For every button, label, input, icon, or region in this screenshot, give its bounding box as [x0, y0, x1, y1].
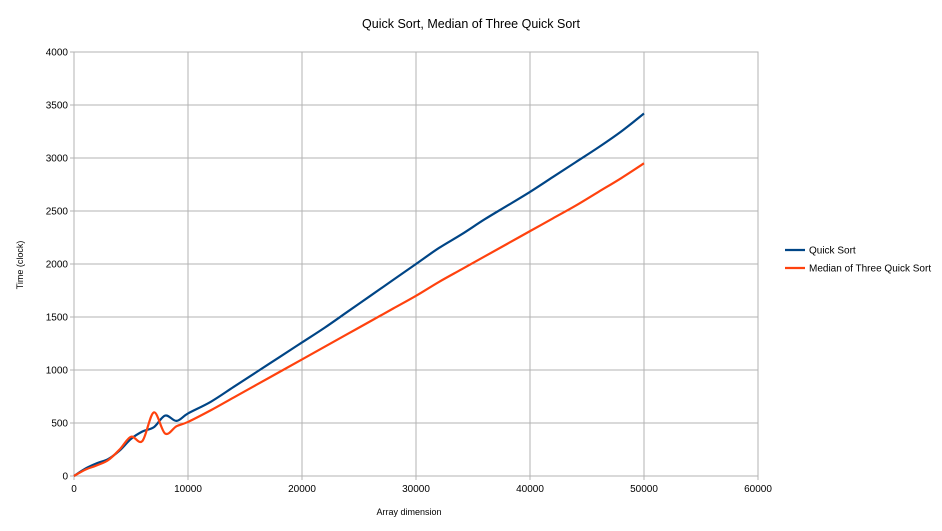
chart-title: Quick Sort, Median of Three Quick Sort	[362, 17, 580, 31]
x-tick-label: 30000	[402, 484, 430, 495]
legend: Quick Sort Median of Three Quick Sort	[785, 246, 931, 275]
y-axis-label: Time (clock)	[15, 241, 25, 290]
series-line-1	[73, 162, 645, 477]
y-tick-label: 3500	[46, 101, 69, 112]
y-tick-label: 0	[62, 472, 68, 483]
x-tick-label: 0	[71, 484, 77, 495]
x-tick-label: 40000	[516, 484, 544, 495]
y-tick-label: 3000	[46, 154, 69, 165]
x-tick-label: 60000	[744, 484, 772, 495]
series-lines	[73, 112, 645, 477]
y-tick-label: 1000	[46, 366, 69, 377]
y-tick-label: 1500	[46, 313, 69, 324]
series-line-0	[73, 112, 645, 477]
y-tick-label: 2000	[46, 260, 69, 271]
x-tick-label: 10000	[174, 484, 202, 495]
x-axis-label: Array dimension	[376, 507, 441, 517]
y-tick-label: 2500	[46, 207, 69, 218]
y-tick-label: 500	[51, 419, 68, 430]
legend-label: Quick Sort	[809, 246, 856, 257]
y-tick-label: 4000	[46, 48, 69, 59]
axes	[70, 51, 759, 480]
x-tick-label: 20000	[288, 484, 316, 495]
x-tick-label: 50000	[630, 484, 658, 495]
legend-label: Median of Three Quick Sort	[809, 264, 931, 275]
plot-area-border	[73, 51, 759, 477]
